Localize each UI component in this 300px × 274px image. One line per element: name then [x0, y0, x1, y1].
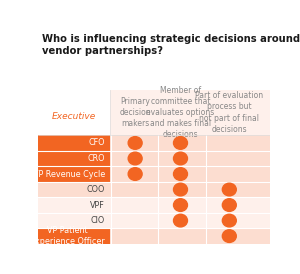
- Circle shape: [173, 152, 188, 165]
- Circle shape: [173, 199, 188, 211]
- Text: COO: COO: [87, 185, 105, 194]
- Circle shape: [128, 152, 142, 165]
- Circle shape: [222, 214, 236, 227]
- Bar: [110, 228, 270, 244]
- Circle shape: [173, 168, 188, 180]
- Circle shape: [173, 137, 188, 149]
- Text: Part of evaluation
process but
not part of final
decisions: Part of evaluation process but not part …: [195, 91, 263, 134]
- Text: Primary
decision
makers: Primary decision makers: [119, 97, 151, 128]
- Circle shape: [128, 168, 142, 180]
- Bar: [38, 151, 110, 166]
- Bar: [38, 135, 110, 151]
- Bar: [38, 182, 110, 197]
- Circle shape: [128, 137, 142, 149]
- Bar: [38, 228, 110, 244]
- Text: Executive: Executive: [51, 112, 96, 121]
- Bar: [110, 182, 270, 197]
- Bar: [110, 135, 270, 244]
- Text: CFO: CFO: [88, 138, 105, 147]
- Text: VPF: VPF: [90, 201, 105, 210]
- Bar: [38, 213, 110, 228]
- Bar: [38, 197, 110, 213]
- Bar: [38, 166, 110, 182]
- Text: Member of
committee that
evaluates options
and makes final
decisions: Member of committee that evaluates optio…: [146, 86, 214, 139]
- Circle shape: [222, 199, 236, 211]
- Bar: [110, 166, 270, 182]
- Text: CRO: CRO: [87, 154, 105, 163]
- Bar: [110, 151, 270, 166]
- Bar: [110, 90, 270, 135]
- Text: VP Revenue Cycle: VP Revenue Cycle: [33, 170, 105, 178]
- Circle shape: [222, 230, 236, 242]
- Circle shape: [173, 183, 188, 196]
- Text: CIO: CIO: [91, 216, 105, 225]
- Circle shape: [173, 214, 188, 227]
- Text: VP Patient
Experience Officer: VP Patient Experience Officer: [30, 226, 105, 246]
- Bar: [110, 135, 270, 151]
- Text: Who is influencing strategic decisions around healthcare RCM
vendor partnerships: Who is influencing strategic decisions a…: [42, 34, 300, 56]
- Circle shape: [222, 183, 236, 196]
